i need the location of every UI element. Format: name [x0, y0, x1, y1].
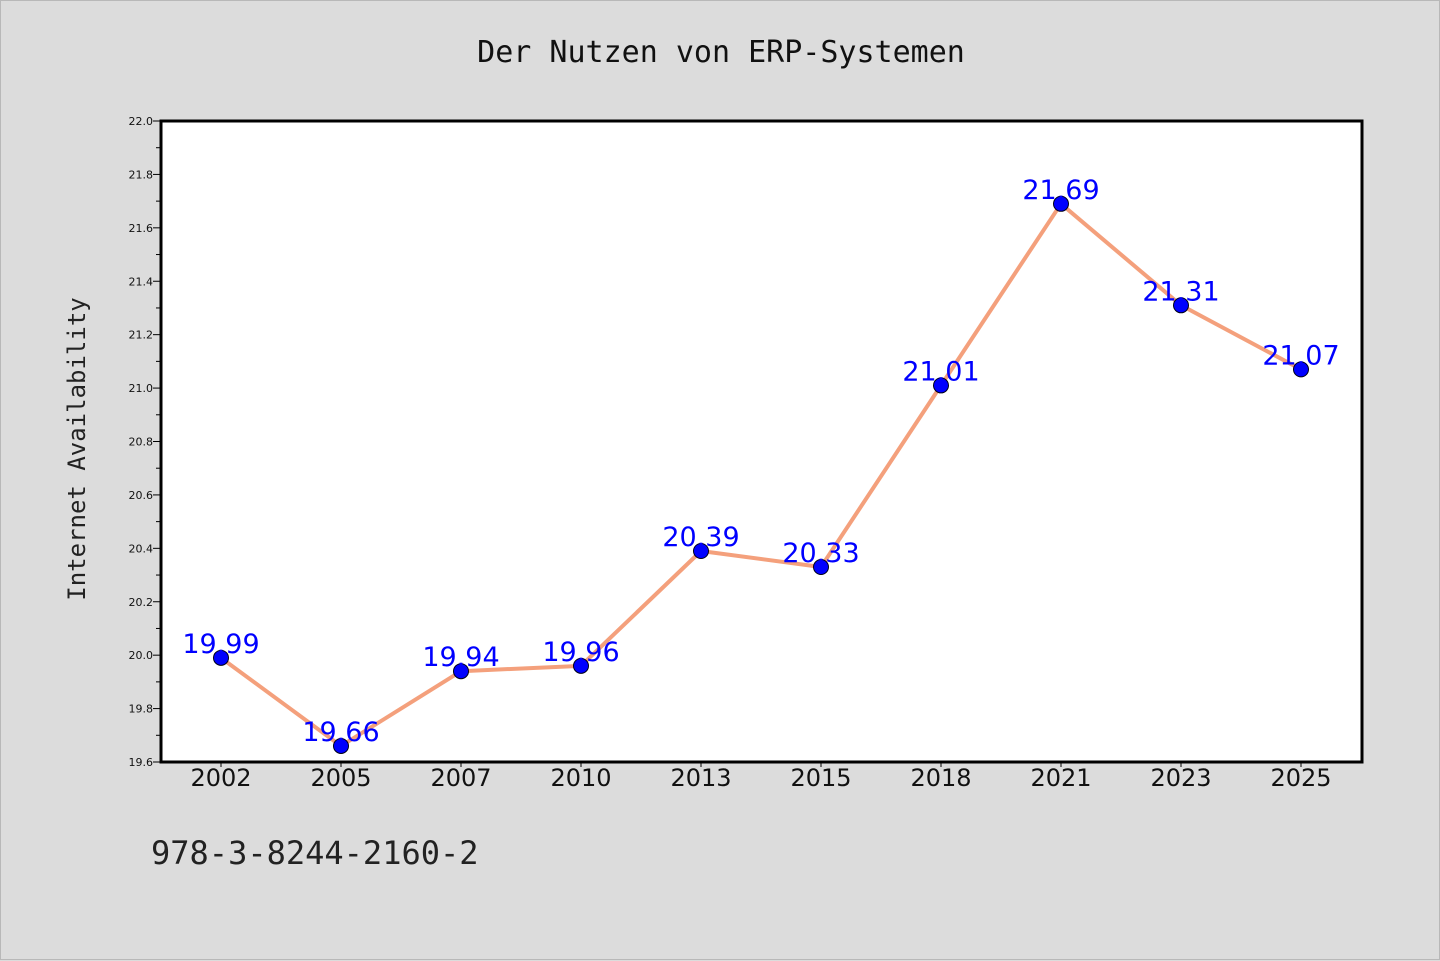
data-label: 20.33	[782, 538, 859, 569]
y-tick-label: 20.0	[129, 649, 154, 662]
data-point	[1293, 361, 1309, 378]
isbn-text: 978-3-8244-2160-2	[151, 834, 479, 872]
plot-area	[161, 121, 1362, 762]
x-tick-label: 2007	[430, 764, 491, 792]
data-label: 19.99	[182, 629, 259, 660]
x-tick-label: 2025	[1270, 764, 1331, 792]
data-point	[213, 649, 229, 666]
x-tick-label: 2023	[1150, 764, 1211, 792]
data-point	[813, 559, 829, 576]
data-point	[573, 657, 589, 674]
y-tick-label: 20.6	[129, 489, 154, 502]
y-tick-label: 21.0	[129, 382, 154, 395]
plot-border	[159, 119, 1364, 764]
x-tick-label: 2010	[550, 764, 611, 792]
y-tick-label: 22.0	[129, 115, 154, 128]
series-line	[219, 201, 1303, 748]
y-tick-label: 20.4	[129, 542, 154, 555]
y-tick-label: 19.6	[129, 756, 154, 769]
y-tick-label: 20.2	[129, 596, 154, 609]
data-label: 19.94	[422, 642, 499, 673]
data-label: 19.96	[542, 637, 619, 668]
x-tick-label: 2002	[190, 764, 251, 792]
y-tick-label: 21.6	[129, 222, 154, 235]
data-label: 21.07	[1262, 340, 1339, 371]
data-label: 20.39	[662, 522, 739, 553]
x-tick-label: 2013	[670, 764, 731, 792]
x-tick-label: 2021	[1030, 764, 1091, 792]
data-label: 19.66	[302, 717, 379, 748]
x-tick-label: 2005	[310, 764, 371, 792]
x-tick-label: 2015	[790, 764, 851, 792]
data-point	[1173, 297, 1189, 314]
x-tick-label: 2018	[910, 764, 971, 792]
data-point	[333, 737, 349, 754]
data-label: 21.31	[1142, 276, 1219, 307]
y-tick-label: 21.2	[129, 329, 154, 342]
y-tick-label: 21.8	[129, 168, 154, 181]
chart-title: Der Nutzen von ERP-Systemen	[477, 35, 965, 70]
y-tick-label: 19.8	[129, 703, 154, 716]
data-label: 21.01	[902, 356, 979, 387]
data-point	[693, 543, 709, 560]
y-tick-label: 20.8	[129, 436, 154, 449]
y-tick-label: 21.4	[129, 275, 154, 288]
data-label: 21.69	[1022, 175, 1099, 206]
data-point	[933, 377, 949, 394]
data-point	[1053, 195, 1069, 212]
data-point	[453, 663, 469, 680]
